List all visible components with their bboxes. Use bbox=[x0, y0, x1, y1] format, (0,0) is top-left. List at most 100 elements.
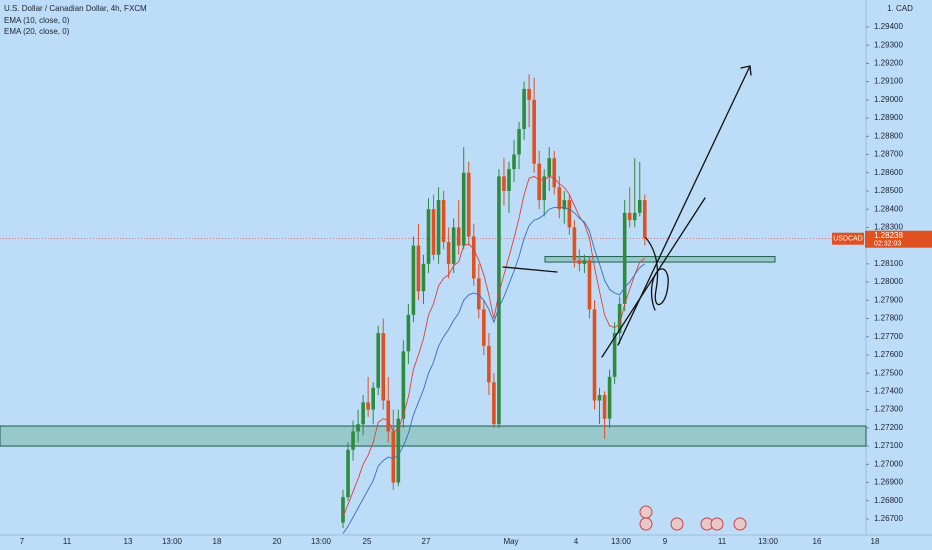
x-tick-label: 25 bbox=[363, 537, 372, 546]
x-tick-label: 11 bbox=[63, 537, 72, 546]
candle-body bbox=[487, 345, 491, 383]
candle-body bbox=[446, 241, 451, 264]
candle-body bbox=[346, 449, 350, 498]
candle-body bbox=[643, 200, 647, 239]
event-icon bbox=[639, 505, 653, 519]
x-tick-label: 27 bbox=[422, 537, 431, 546]
chart-title: U.S. Dollar / Canadian Dollar, 4h, FXCM bbox=[4, 4, 147, 13]
candle-body bbox=[386, 400, 391, 432]
candle-body bbox=[482, 309, 486, 346]
y-tick-label: 1.29000 bbox=[874, 95, 903, 104]
x-tick-label: 13:00 bbox=[162, 537, 183, 546]
zone bbox=[0, 425, 867, 447]
drawn-line bbox=[502, 266, 558, 273]
candle-body bbox=[431, 209, 436, 255]
y-tick-label: 1.27400 bbox=[874, 387, 903, 396]
candle-body bbox=[371, 387, 375, 410]
candle-body bbox=[366, 402, 370, 410]
ema-line bbox=[342, 175, 646, 518]
candle-body bbox=[542, 176, 546, 201]
legend-entry: EMA (20, close, 0) bbox=[4, 27, 70, 36]
candle-body bbox=[527, 88, 531, 100]
event-icons bbox=[639, 505, 747, 531]
x-tick-label: 7 bbox=[20, 537, 25, 546]
candle-body bbox=[341, 497, 345, 523]
x-tick-label: 16 bbox=[813, 537, 822, 546]
drawn-circle bbox=[645, 237, 669, 311]
countdown: 02:32:03 bbox=[874, 241, 901, 248]
candle-body bbox=[557, 187, 562, 210]
y-tick-label: 1.28100 bbox=[874, 259, 903, 268]
x-tick-label: 9 bbox=[663, 537, 668, 546]
candle-body bbox=[466, 172, 471, 237]
candle-body bbox=[512, 154, 516, 170]
y-tick-label: 1.28000 bbox=[874, 277, 903, 286]
candle-body bbox=[451, 227, 456, 264]
y-tick-label: 1.28800 bbox=[874, 131, 903, 140]
candle-body bbox=[587, 260, 592, 310]
candle-body bbox=[597, 395, 602, 401]
y-tick-label: 1.27600 bbox=[874, 350, 903, 359]
ema-line bbox=[342, 206, 646, 534]
x-tick-label: 13 bbox=[124, 537, 133, 546]
x-tick-label: 4 bbox=[574, 537, 579, 546]
event-icon bbox=[639, 517, 653, 531]
candle-body bbox=[381, 333, 386, 401]
candle-body bbox=[441, 200, 446, 242]
candle-body bbox=[416, 245, 421, 292]
candle-body bbox=[471, 236, 476, 279]
candle-body bbox=[406, 314, 411, 352]
y-tick-label: 1.29200 bbox=[874, 59, 903, 68]
y-tick-label: 1.27700 bbox=[874, 332, 903, 341]
event-icon bbox=[733, 517, 747, 531]
candle-body bbox=[411, 245, 416, 315]
currency-label: 1. CAD bbox=[887, 4, 913, 13]
candle-body bbox=[497, 176, 501, 425]
candle-body bbox=[582, 260, 587, 264]
y-tick-label: 1.28900 bbox=[874, 113, 903, 122]
candle-body bbox=[572, 227, 577, 261]
candle-body bbox=[517, 129, 521, 155]
x-tick-label: 13:00 bbox=[758, 537, 779, 546]
drawn-arrow bbox=[617, 65, 752, 346]
x-tick-label: 18 bbox=[213, 537, 222, 546]
x-tick-label: May bbox=[503, 537, 518, 546]
candle-body bbox=[356, 424, 360, 432]
candle-body bbox=[607, 376, 612, 419]
candle-body bbox=[351, 431, 355, 450]
y-tick-label: 1.28600 bbox=[874, 168, 903, 177]
legend-entry: EMA (10, close, 0) bbox=[4, 16, 70, 25]
candle-body bbox=[376, 333, 381, 388]
candle-body bbox=[637, 200, 642, 213]
candle-body bbox=[622, 212, 627, 304]
event-icon bbox=[710, 517, 724, 531]
x-tick-label: 13:00 bbox=[611, 537, 632, 546]
y-tick-label: 1.27900 bbox=[874, 295, 903, 304]
candle-body bbox=[532, 99, 536, 164]
x-tick-label: 11 bbox=[718, 537, 727, 546]
candle-body bbox=[507, 169, 511, 191]
y-tick-label: 1.27300 bbox=[874, 405, 903, 414]
y-tick-label: 1.26800 bbox=[874, 496, 903, 505]
event-icon bbox=[670, 517, 684, 531]
y-tick-label: 1.28300 bbox=[874, 223, 903, 232]
candle-body bbox=[577, 260, 582, 264]
y-tick-label: 1.26700 bbox=[874, 514, 903, 523]
candle-body bbox=[567, 200, 572, 228]
price-label-box bbox=[865, 230, 932, 248]
y-tick-label: 1.29100 bbox=[874, 77, 903, 86]
y-tick-label: 1.28400 bbox=[874, 204, 903, 213]
y-tick-label: 1.27100 bbox=[874, 441, 903, 450]
x-tick-label: 18 bbox=[871, 537, 880, 546]
candle-body bbox=[537, 163, 541, 201]
y-tick-label: 1.29400 bbox=[874, 22, 903, 31]
candle-body bbox=[426, 209, 431, 264]
symbol-box bbox=[832, 232, 864, 245]
candle-body bbox=[632, 212, 637, 221]
candle-body bbox=[396, 418, 401, 483]
y-tick-label: 1.27800 bbox=[874, 314, 903, 323]
candle-body bbox=[421, 263, 426, 292]
